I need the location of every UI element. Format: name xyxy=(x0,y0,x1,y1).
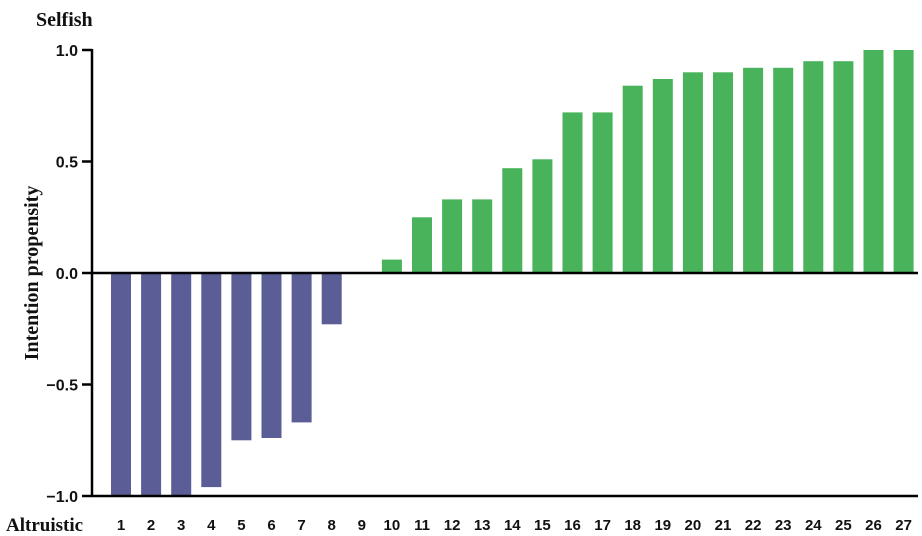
x-tick-label: 24 xyxy=(805,517,822,534)
bar-26 xyxy=(863,50,884,273)
selfish-annotation: Selfish xyxy=(36,9,93,31)
bar-27 xyxy=(893,50,914,273)
bar-14 xyxy=(502,168,523,273)
x-tick-label: 6 xyxy=(267,517,275,534)
y-ticks: 1.0 0.5 0.0 −0.5 −1.0 xyxy=(46,43,92,506)
x-tick-label: 20 xyxy=(685,517,702,534)
bar-1 xyxy=(111,273,131,496)
y-tick-label: 0.0 xyxy=(56,266,78,283)
y-tick-label: 0.5 xyxy=(56,155,78,172)
y-tick-label: 1.0 xyxy=(56,43,78,60)
x-tick-label: 21 xyxy=(715,517,732,534)
x-tick-label: 19 xyxy=(654,517,671,534)
bar-17 xyxy=(592,112,613,274)
bar-5 xyxy=(231,273,252,441)
bar-3 xyxy=(171,273,192,496)
x-tick-label: 3 xyxy=(177,517,185,534)
x-tick-label: 14 xyxy=(504,517,521,534)
bar-21 xyxy=(713,72,733,273)
x-tick-label: 11 xyxy=(414,517,430,534)
bar-8 xyxy=(321,273,342,325)
bar-7 xyxy=(291,273,312,423)
x-tick-label: 7 xyxy=(297,517,305,534)
x-tick-label: 2 xyxy=(147,517,155,534)
bar-15 xyxy=(532,159,553,273)
x-tick-label: 16 xyxy=(564,517,581,534)
y-axis-label: Intention propensity xyxy=(21,186,43,361)
altruistic-annotation: Altruistic xyxy=(6,515,83,536)
x-tick-label: 18 xyxy=(624,517,641,534)
bar-13 xyxy=(472,199,493,273)
x-tick-label: 8 xyxy=(328,517,336,534)
y-tick-label: −0.5 xyxy=(46,378,78,395)
x-tick-label: 23 xyxy=(775,517,792,534)
x-tick-label: 27 xyxy=(895,517,912,534)
x-tick-label: 15 xyxy=(534,517,551,534)
bar-24 xyxy=(803,61,824,274)
y-tick-label: −1.0 xyxy=(46,489,78,506)
bar-6 xyxy=(261,273,282,438)
bar-10 xyxy=(381,259,402,273)
bar-18 xyxy=(622,85,643,273)
bar-2 xyxy=(141,273,162,496)
x-tick-label: 22 xyxy=(745,517,762,534)
bar-4 xyxy=(201,273,222,488)
x-tick-label: 25 xyxy=(835,517,852,534)
x-tick-label: 1 xyxy=(117,517,125,534)
x-tick-label: 9 xyxy=(358,517,366,534)
x-tick-label: 10 xyxy=(384,517,401,534)
bar-20 xyxy=(682,72,703,273)
bar-16 xyxy=(562,112,583,274)
x-tick-label: 4 xyxy=(207,517,216,534)
bar-25 xyxy=(833,61,854,274)
bar-12 xyxy=(442,199,463,273)
x-tick-label: 17 xyxy=(594,517,611,534)
x-tick-label: 5 xyxy=(237,517,245,534)
bars-layer xyxy=(111,50,914,496)
x-tick-label: 13 xyxy=(474,517,491,534)
bar-19 xyxy=(652,79,673,273)
x-ticks: 1 2 3 4 5 6 7 8 9 10 11 12 13 14 15 16 17 18 19 20 21 22 23 24 2… xyxy=(117,517,912,534)
bar-22 xyxy=(743,67,764,273)
x-tick-label: 12 xyxy=(444,517,461,534)
bar-23 xyxy=(773,67,794,273)
bar-11 xyxy=(412,217,432,274)
x-tick-label: 26 xyxy=(865,517,882,534)
